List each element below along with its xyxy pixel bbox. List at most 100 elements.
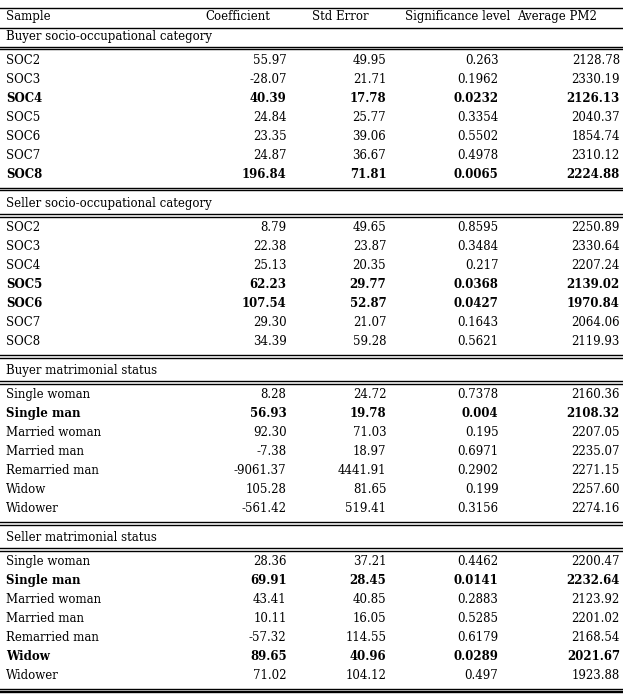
- Text: Significance level: Significance level: [405, 10, 510, 23]
- Text: Sample: Sample: [6, 10, 51, 23]
- Text: -57.32: -57.32: [249, 632, 287, 645]
- Text: 0.0232: 0.0232: [454, 92, 498, 105]
- Text: SOC3: SOC3: [6, 240, 40, 253]
- Text: SOC4: SOC4: [6, 92, 42, 105]
- Text: Seller socio-occupational category: Seller socio-occupational category: [6, 197, 212, 210]
- Text: 29.77: 29.77: [350, 278, 386, 291]
- Text: 2232.64: 2232.64: [566, 575, 620, 587]
- Text: 34.39: 34.39: [253, 335, 287, 348]
- Text: 22.38: 22.38: [253, 240, 287, 253]
- Text: Single woman: Single woman: [6, 388, 90, 401]
- Text: 0.5502: 0.5502: [457, 130, 498, 143]
- Text: 114.55: 114.55: [345, 632, 386, 645]
- Text: 10.11: 10.11: [253, 612, 287, 625]
- Text: 0.2883: 0.2883: [457, 593, 498, 607]
- Text: Remarried man: Remarried man: [6, 632, 99, 645]
- Text: 59.28: 59.28: [353, 335, 386, 348]
- Text: 2330.19: 2330.19: [571, 73, 620, 86]
- Text: Single woman: Single woman: [6, 555, 90, 568]
- Text: 8.79: 8.79: [260, 221, 287, 234]
- Text: 49.65: 49.65: [353, 221, 386, 234]
- Text: 0.3484: 0.3484: [457, 240, 498, 253]
- Text: Coefficient: Coefficient: [206, 10, 270, 23]
- Text: 40.39: 40.39: [250, 92, 287, 105]
- Text: 107.54: 107.54: [242, 297, 287, 310]
- Text: 196.84: 196.84: [242, 168, 287, 181]
- Text: 0.0289: 0.0289: [454, 650, 498, 663]
- Text: 1923.88: 1923.88: [572, 670, 620, 682]
- Text: 0.0427: 0.0427: [454, 297, 498, 310]
- Text: Buyer matrimonial status: Buyer matrimonial status: [6, 364, 158, 377]
- Text: 24.72: 24.72: [353, 388, 386, 401]
- Text: 2271.15: 2271.15: [572, 464, 620, 477]
- Text: 24.87: 24.87: [253, 149, 287, 162]
- Text: 40.96: 40.96: [350, 650, 386, 663]
- Text: SOC5: SOC5: [6, 278, 42, 291]
- Text: 23.35: 23.35: [253, 130, 287, 143]
- Text: 39.06: 39.06: [353, 130, 386, 143]
- Text: 2108.32: 2108.32: [567, 407, 620, 420]
- Text: 519.41: 519.41: [345, 502, 386, 515]
- Text: 2064.06: 2064.06: [571, 316, 620, 329]
- Text: SOC2: SOC2: [6, 54, 40, 67]
- Text: -9061.37: -9061.37: [234, 464, 287, 477]
- Text: 2201.02: 2201.02: [572, 612, 620, 625]
- Text: 0.0368: 0.0368: [454, 278, 498, 291]
- Text: 0.4978: 0.4978: [457, 149, 498, 162]
- Text: 43.41: 43.41: [253, 593, 287, 607]
- Text: 2274.16: 2274.16: [571, 502, 620, 515]
- Text: 0.3156: 0.3156: [457, 502, 498, 515]
- Text: 1854.74: 1854.74: [571, 130, 620, 143]
- Text: 71.02: 71.02: [253, 670, 287, 682]
- Text: Buyer socio-occupational category: Buyer socio-occupational category: [6, 30, 212, 43]
- Text: 0.6179: 0.6179: [457, 632, 498, 645]
- Text: 2021.67: 2021.67: [567, 650, 620, 663]
- Text: 104.12: 104.12: [345, 670, 386, 682]
- Text: 55.97: 55.97: [253, 54, 287, 67]
- Text: Single man: Single man: [6, 575, 81, 587]
- Text: 81.65: 81.65: [353, 483, 386, 496]
- Text: 62.23: 62.23: [250, 278, 287, 291]
- Text: 2207.05: 2207.05: [571, 426, 620, 439]
- Text: SOC8: SOC8: [6, 168, 42, 181]
- Text: 0.217: 0.217: [465, 259, 498, 272]
- Text: 2139.02: 2139.02: [567, 278, 620, 291]
- Text: Married woman: Married woman: [6, 593, 102, 607]
- Text: 36.67: 36.67: [353, 149, 386, 162]
- Text: 0.6971: 0.6971: [457, 446, 498, 458]
- Text: 71.81: 71.81: [350, 168, 386, 181]
- Text: 4441.91: 4441.91: [338, 464, 386, 477]
- Text: 28.36: 28.36: [253, 555, 287, 568]
- Text: 21.07: 21.07: [353, 316, 386, 329]
- Text: 2310.12: 2310.12: [572, 149, 620, 162]
- Text: SOC6: SOC6: [6, 130, 40, 143]
- Text: 0.263: 0.263: [465, 54, 498, 67]
- Text: 2126.13: 2126.13: [567, 92, 620, 105]
- Text: SOC3: SOC3: [6, 73, 40, 86]
- Text: 37.21: 37.21: [353, 555, 386, 568]
- Text: 16.05: 16.05: [353, 612, 386, 625]
- Text: -28.07: -28.07: [249, 73, 287, 86]
- Text: 0.1643: 0.1643: [457, 316, 498, 329]
- Text: 105.28: 105.28: [245, 483, 287, 496]
- Text: 2257.60: 2257.60: [571, 483, 620, 496]
- Text: 0.7378: 0.7378: [457, 388, 498, 401]
- Text: 2160.36: 2160.36: [571, 388, 620, 401]
- Text: 28.45: 28.45: [350, 575, 386, 587]
- Text: 0.0065: 0.0065: [454, 168, 498, 181]
- Text: 40.85: 40.85: [353, 593, 386, 607]
- Text: 89.65: 89.65: [250, 650, 287, 663]
- Text: 0.497: 0.497: [465, 670, 498, 682]
- Text: SOC7: SOC7: [6, 149, 40, 162]
- Text: SOC2: SOC2: [6, 221, 40, 234]
- Text: 20.35: 20.35: [353, 259, 386, 272]
- Text: 2128.78: 2128.78: [572, 54, 620, 67]
- Text: 52.87: 52.87: [350, 297, 386, 310]
- Text: 2224.88: 2224.88: [567, 168, 620, 181]
- Text: 8.28: 8.28: [260, 388, 287, 401]
- Text: Married man: Married man: [6, 446, 84, 458]
- Text: 29.30: 29.30: [253, 316, 287, 329]
- Text: 2250.89: 2250.89: [571, 221, 620, 234]
- Text: 56.93: 56.93: [250, 407, 287, 420]
- Text: 92.30: 92.30: [253, 426, 287, 439]
